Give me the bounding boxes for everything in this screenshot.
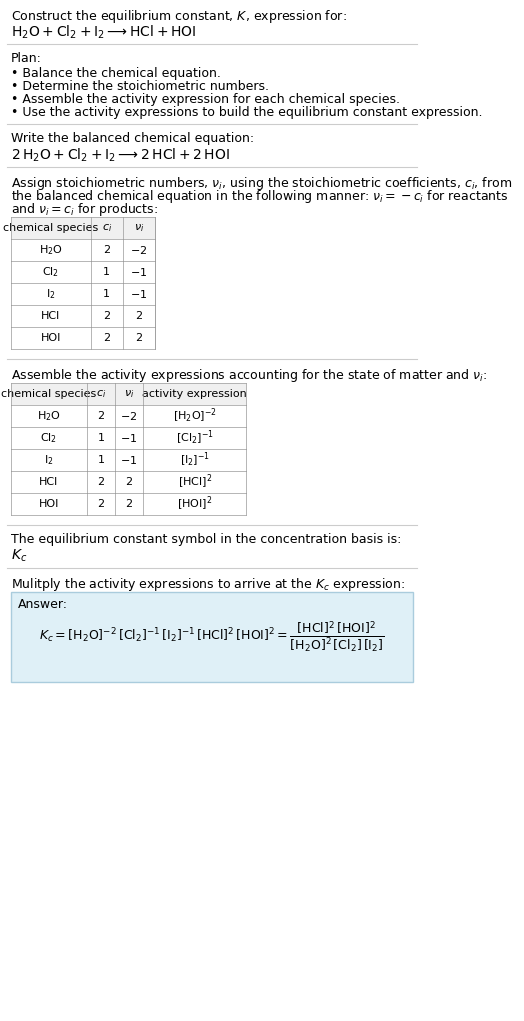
Text: 2: 2 — [103, 333, 111, 343]
Text: HOI: HOI — [41, 333, 61, 343]
Text: $-2$: $-2$ — [120, 410, 137, 422]
Text: $[\mathrm{Cl_2}]^{-1}$: $[\mathrm{Cl_2}]^{-1}$ — [176, 429, 213, 447]
Text: and $\nu_i = c_i$ for products:: and $\nu_i = c_i$ for products: — [11, 201, 158, 218]
Text: $-1$: $-1$ — [130, 266, 147, 278]
Text: 2: 2 — [103, 245, 111, 255]
Text: $[\mathrm{HCl}]^{2}$: $[\mathrm{HCl}]^{2}$ — [178, 473, 212, 491]
Text: 2: 2 — [135, 333, 143, 343]
Text: the balanced chemical equation in the following manner: $\nu_i = -c_i$ for react: the balanced chemical equation in the fo… — [11, 188, 508, 205]
Text: 2: 2 — [97, 477, 104, 487]
Bar — [11, 217, 155, 239]
Text: Assemble the activity expressions accounting for the state of matter and $\nu_i$: Assemble the activity expressions accoun… — [11, 367, 487, 384]
Text: $[\mathrm{HOI}]^{2}$: $[\mathrm{HOI}]^{2}$ — [177, 495, 212, 514]
Text: HCl: HCl — [39, 477, 59, 487]
Text: $c_i$: $c_i$ — [102, 223, 112, 234]
Text: Plan:: Plan: — [11, 52, 42, 65]
Text: 1: 1 — [97, 433, 104, 443]
Text: 1: 1 — [97, 455, 104, 465]
Text: $[\mathrm{H_2O}]^{-2}$: $[\mathrm{H_2O}]^{-2}$ — [172, 406, 216, 425]
Text: 2: 2 — [125, 499, 133, 509]
Text: $\mathrm{I_2}$: $\mathrm{I_2}$ — [46, 287, 56, 301]
Bar — [11, 383, 246, 405]
Text: $\nu_i$: $\nu_i$ — [124, 388, 134, 400]
Text: 2: 2 — [125, 477, 133, 487]
Text: 2: 2 — [97, 499, 104, 509]
Text: chemical species: chemical species — [3, 223, 99, 233]
Text: 1: 1 — [103, 289, 111, 299]
Text: 2: 2 — [135, 311, 143, 321]
Text: $[\mathrm{I_2}]^{-1}$: $[\mathrm{I_2}]^{-1}$ — [180, 451, 210, 470]
Text: 2: 2 — [97, 411, 104, 421]
Text: $\mathrm{Cl_2}$: $\mathrm{Cl_2}$ — [40, 431, 58, 445]
Text: chemical species: chemical species — [2, 389, 96, 399]
Text: 1: 1 — [103, 268, 111, 277]
Text: $\mathrm{H_2O}$: $\mathrm{H_2O}$ — [37, 409, 61, 423]
Text: • Use the activity expressions to build the equilibrium constant expression.: • Use the activity expressions to build … — [11, 106, 483, 119]
Text: $\mathrm{H_2O + Cl_2 + I_2 \longrightarrow HCl + HOI}$: $\mathrm{H_2O + Cl_2 + I_2 \longrightarr… — [11, 25, 196, 42]
Text: $\mathrm{Cl_2}$: $\mathrm{Cl_2}$ — [42, 265, 60, 279]
Text: $-1$: $-1$ — [120, 432, 137, 444]
Text: $K_c = [\mathrm{H_2O}]^{-2}\,[\mathrm{Cl_2}]^{-1}\,[\mathrm{I_2}]^{-1}\,[\mathrm: $K_c = [\mathrm{H_2O}]^{-2}\,[\mathrm{Cl… — [39, 620, 385, 654]
Text: Assign stoichiometric numbers, $\nu_i$, using the stoichiometric coefficients, $: Assign stoichiometric numbers, $\nu_i$, … — [11, 175, 512, 192]
Text: Write the balanced chemical equation:: Write the balanced chemical equation: — [11, 132, 254, 145]
Text: HOI: HOI — [39, 499, 59, 509]
Text: $K_c$: $K_c$ — [11, 548, 27, 565]
Text: $c_i$: $c_i$ — [96, 388, 106, 400]
Text: Construct the equilibrium constant, $K$, expression for:: Construct the equilibrium constant, $K$,… — [11, 8, 347, 25]
Text: $\mathrm{2\,H_2O + Cl_2 + I_2 \longrightarrow 2\,HCl + 2\,HOI}$: $\mathrm{2\,H_2O + Cl_2 + I_2 \longright… — [11, 147, 230, 164]
Text: $\mathrm{I_2}$: $\mathrm{I_2}$ — [44, 453, 54, 467]
Text: HCl: HCl — [41, 311, 61, 321]
Text: • Determine the stoichiometric numbers.: • Determine the stoichiometric numbers. — [11, 80, 269, 93]
Text: • Balance the chemical equation.: • Balance the chemical equation. — [11, 67, 221, 80]
Text: • Assemble the activity expression for each chemical species.: • Assemble the activity expression for e… — [11, 93, 400, 106]
Text: $\mathrm{H_2O}$: $\mathrm{H_2O}$ — [39, 243, 63, 257]
Text: $-1$: $-1$ — [130, 288, 147, 300]
Text: Answer:: Answer: — [17, 598, 68, 611]
Text: 2: 2 — [103, 311, 111, 321]
Bar — [11, 592, 413, 682]
Text: $\nu_i$: $\nu_i$ — [134, 223, 144, 234]
Text: $-1$: $-1$ — [120, 454, 137, 466]
Text: $-2$: $-2$ — [130, 244, 147, 256]
Text: Mulitply the activity expressions to arrive at the $K_c$ expression:: Mulitply the activity expressions to arr… — [11, 576, 406, 593]
Text: activity expression: activity expression — [142, 389, 247, 399]
Text: The equilibrium constant symbol in the concentration basis is:: The equilibrium constant symbol in the c… — [11, 533, 401, 546]
